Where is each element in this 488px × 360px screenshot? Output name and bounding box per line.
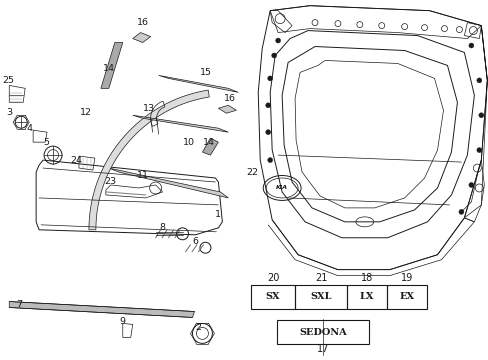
- Text: 3: 3: [6, 108, 12, 117]
- Text: 18: 18: [360, 273, 372, 283]
- Text: KIA: KIA: [276, 185, 287, 190]
- Text: 15: 15: [199, 68, 211, 77]
- Text: 9: 9: [120, 317, 125, 326]
- Text: 16: 16: [224, 94, 236, 103]
- Text: 13: 13: [142, 104, 154, 113]
- Circle shape: [458, 210, 463, 214]
- Circle shape: [476, 78, 481, 83]
- Text: 20: 20: [266, 273, 279, 283]
- Text: SEDONA: SEDONA: [299, 328, 346, 337]
- Text: 16: 16: [137, 18, 148, 27]
- Polygon shape: [218, 105, 236, 113]
- Text: 1: 1: [215, 210, 221, 219]
- Circle shape: [275, 38, 280, 43]
- Text: 14: 14: [102, 64, 115, 73]
- Text: SXL: SXL: [309, 292, 331, 301]
- Text: 21: 21: [314, 273, 326, 283]
- Text: 2: 2: [195, 323, 201, 332]
- Polygon shape: [132, 32, 150, 42]
- Circle shape: [267, 76, 272, 81]
- Polygon shape: [132, 115, 228, 132]
- Text: 10: 10: [182, 138, 194, 147]
- Text: 6: 6: [192, 237, 198, 246]
- Text: 17: 17: [316, 345, 328, 354]
- Text: 14: 14: [202, 138, 214, 147]
- Text: SX: SX: [265, 292, 280, 301]
- Text: 22: 22: [246, 167, 258, 176]
- Polygon shape: [109, 168, 228, 198]
- Text: EX: EX: [398, 292, 413, 301]
- Text: 7: 7: [16, 300, 22, 309]
- Text: 24: 24: [70, 156, 82, 165]
- Circle shape: [267, 158, 272, 163]
- Text: 12: 12: [80, 108, 92, 117]
- Circle shape: [468, 183, 473, 188]
- Polygon shape: [158, 75, 238, 92]
- Text: 11: 11: [137, 171, 148, 180]
- Text: 5: 5: [43, 138, 49, 147]
- Circle shape: [476, 148, 481, 153]
- Text: LX: LX: [359, 292, 373, 301]
- Polygon shape: [101, 42, 122, 88]
- Circle shape: [468, 43, 473, 48]
- Polygon shape: [9, 302, 194, 318]
- Polygon shape: [202, 138, 218, 155]
- Circle shape: [265, 130, 270, 135]
- Text: 23: 23: [104, 177, 117, 186]
- Circle shape: [478, 113, 483, 118]
- Text: 25: 25: [2, 76, 14, 85]
- Text: 8: 8: [159, 223, 165, 232]
- Polygon shape: [89, 90, 209, 230]
- Circle shape: [271, 53, 276, 58]
- Text: 19: 19: [400, 273, 412, 283]
- Text: 4: 4: [26, 124, 32, 133]
- Circle shape: [265, 103, 270, 108]
